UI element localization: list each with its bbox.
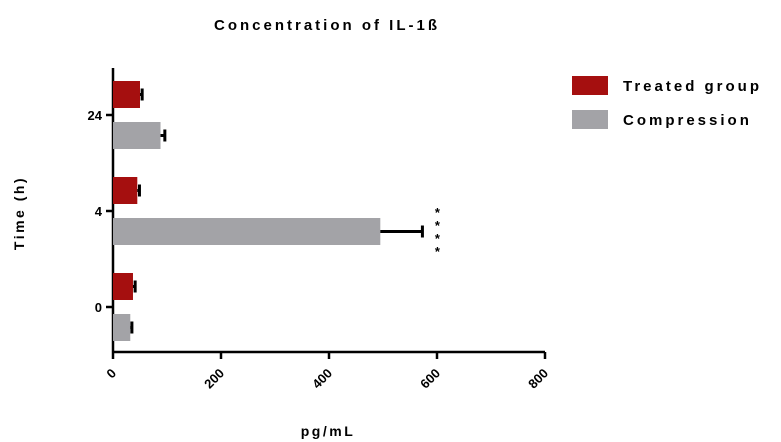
y-tick-label: 0: [95, 300, 102, 315]
bar: [113, 218, 381, 245]
x-tick-label: 0: [103, 366, 119, 382]
legend: Treated group Compression: [572, 76, 762, 129]
chart-title: Concentration of IL-1ß: [214, 17, 440, 34]
legend-swatch: [572, 110, 608, 129]
bar: [113, 81, 140, 108]
y-tick-label: 4: [95, 204, 103, 219]
legend-label: Compression: [623, 112, 752, 129]
y-tick-label: 24: [88, 108, 103, 123]
x-tick-label: 800: [525, 366, 551, 392]
legend-swatch: [572, 76, 608, 95]
x-tick-label: 400: [309, 366, 335, 392]
bar: [113, 122, 161, 149]
x-axis-label: pg/mL: [301, 423, 356, 439]
x-tick-label: 200: [201, 366, 227, 392]
bar: [113, 314, 131, 341]
legend-label: Treated group: [623, 78, 762, 95]
bar: [113, 273, 133, 300]
y-axis-label: Time (h): [11, 176, 27, 250]
significance-label: * * * *: [435, 205, 441, 259]
bar: [113, 177, 138, 204]
x-tick-label: 600: [417, 366, 443, 392]
plot-area: 0 200 400 600 800 24 4 0 * * * *: [88, 68, 551, 392]
